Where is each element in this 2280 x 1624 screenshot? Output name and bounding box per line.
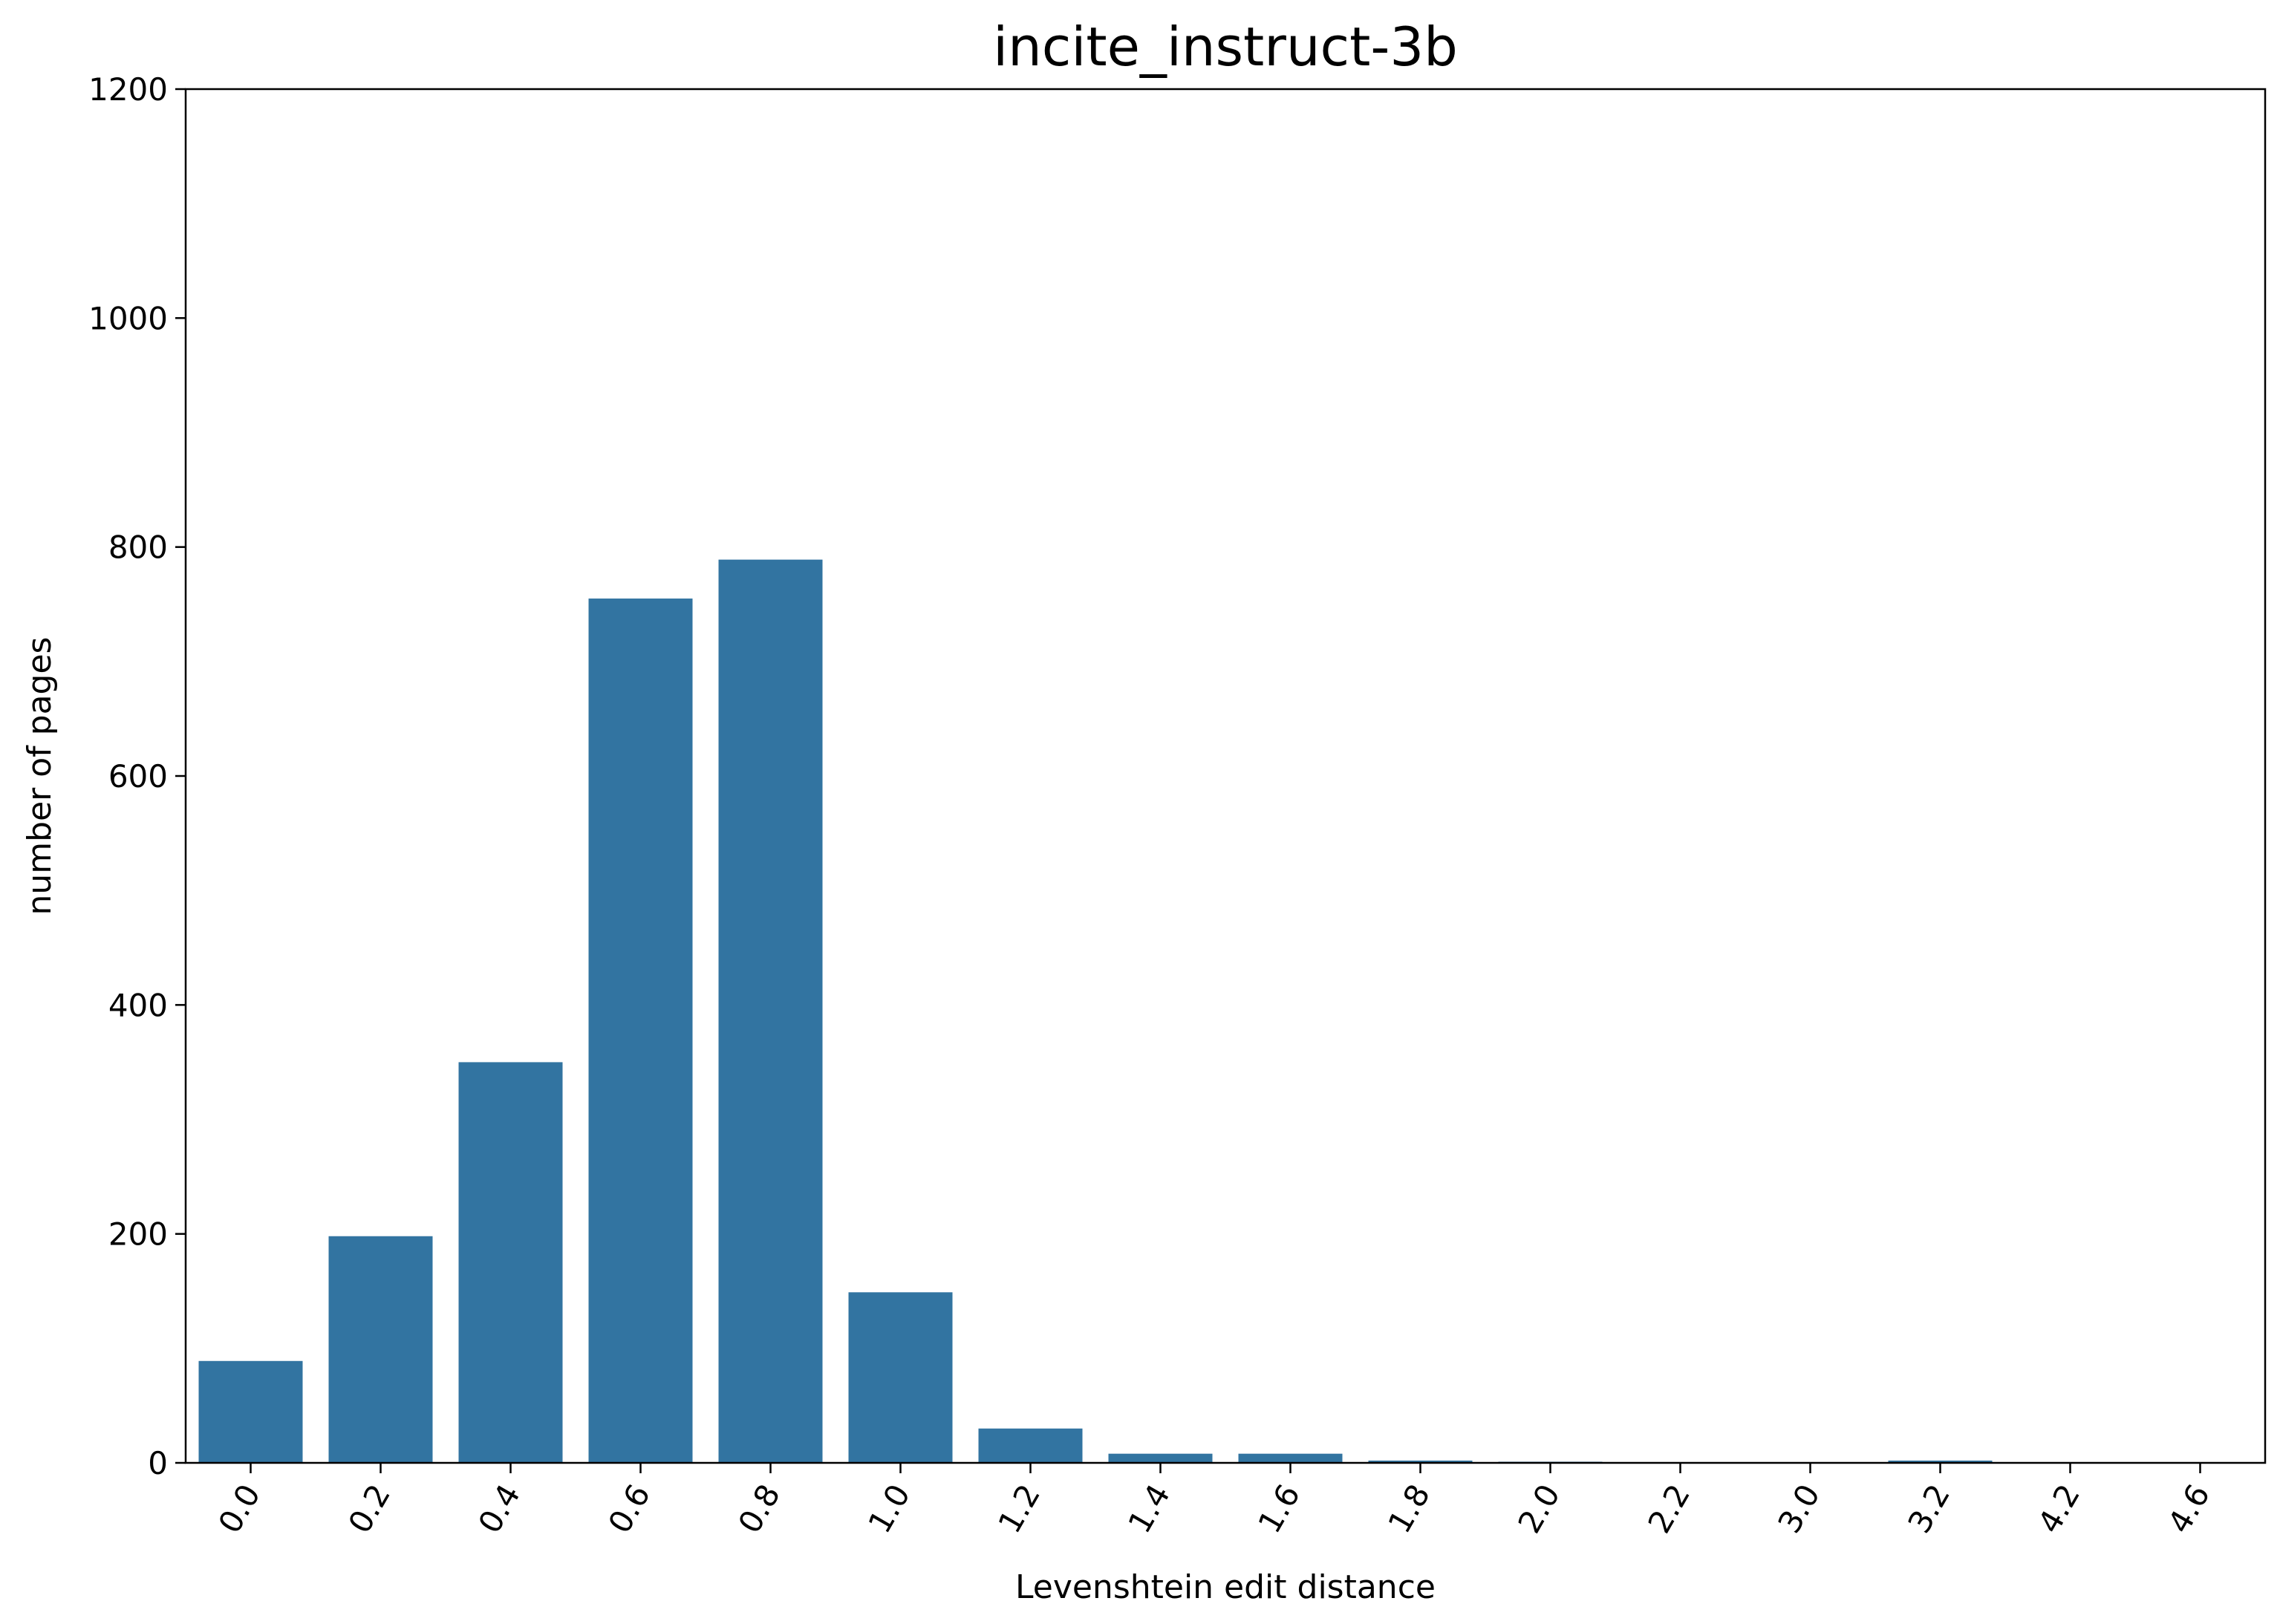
x-tick-label: 1.6 <box>1251 1478 1307 1539</box>
chart-title: incite_instruct-3b <box>993 16 1458 78</box>
bar-1.6 <box>1238 1453 1343 1463</box>
x-tick-label: 2.2 <box>1641 1478 1697 1539</box>
bar-0.2 <box>328 1236 433 1463</box>
x-tick-label: 4.2 <box>2030 1478 2087 1539</box>
y-tick-label: 1200 <box>88 71 168 108</box>
y-tick-label: 200 <box>108 1216 168 1253</box>
x-tick-label: 0.0 <box>211 1478 267 1539</box>
bar-0.8 <box>718 559 823 1463</box>
y-tick-label: 0 <box>148 1445 168 1481</box>
x-tick-label: 0.8 <box>731 1478 787 1539</box>
y-tick-label: 1000 <box>88 300 168 336</box>
bar-1.4 <box>1108 1453 1213 1463</box>
x-axis-label: Levenshtein edit distance <box>1015 1568 1436 1606</box>
x-tick-label: 0.4 <box>471 1478 527 1539</box>
bar-1.8 <box>1368 1460 1473 1463</box>
x-tick-label: 3.0 <box>1771 1478 1827 1539</box>
x-tick-label: 2.0 <box>1511 1478 1567 1539</box>
y-tick-label: 400 <box>108 987 168 1023</box>
x-tick-label: 1.0 <box>861 1478 917 1539</box>
bar-0.4 <box>458 1062 563 1463</box>
x-tick-label: 3.2 <box>1900 1478 1957 1539</box>
bar-1.0 <box>848 1292 953 1463</box>
plot-frame <box>184 88 2267 1464</box>
y-axis: 0 200 400 600 800 1000 1200 <box>88 71 186 1481</box>
bar-0.6 <box>588 599 693 1463</box>
bar-1.2 <box>978 1428 1083 1463</box>
x-tick-label: 1.8 <box>1381 1478 1437 1539</box>
y-axis-label: number of pages <box>21 637 59 916</box>
y-tick-label: 600 <box>108 758 168 795</box>
x-tick-label: 4.6 <box>2160 1478 2217 1539</box>
bar-0.0 <box>198 1360 303 1463</box>
x-tick-label: 0.2 <box>341 1478 397 1539</box>
x-tick-label: 0.6 <box>601 1478 657 1539</box>
x-tick-label: 1.2 <box>991 1478 1047 1539</box>
bar-3.2 <box>1888 1460 1993 1463</box>
bars-group <box>198 559 1993 1463</box>
y-tick-label: 800 <box>108 529 168 566</box>
x-tick-label: 1.4 <box>1121 1478 1177 1539</box>
x-axis: 0.0 0.2 0.4 0.6 0.8 1.0 1.2 1.4 1.6 1.8 2.0 2.2 3.0 3… <box>211 1463 2217 1539</box>
